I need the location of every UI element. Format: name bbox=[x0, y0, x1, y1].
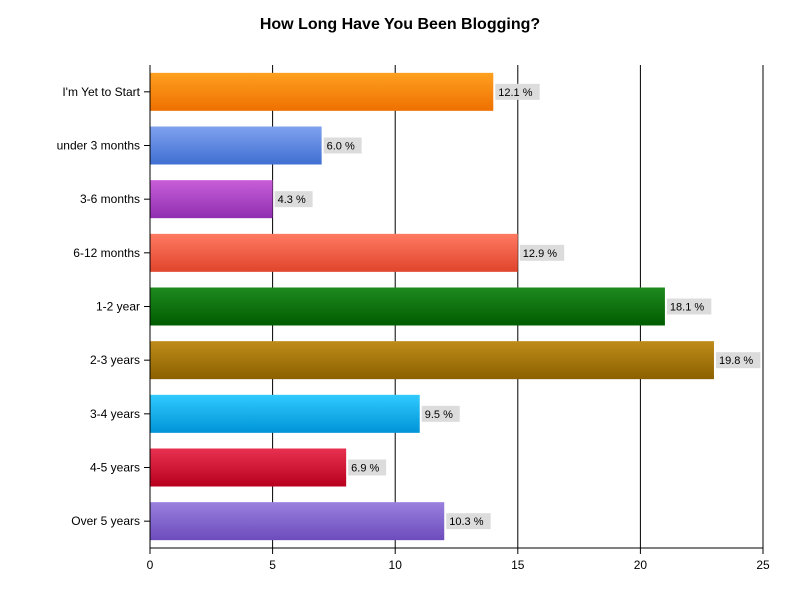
bar bbox=[150, 341, 714, 380]
data-label-bg bbox=[495, 83, 540, 100]
bar bbox=[150, 72, 494, 111]
category-label: 2-3 years bbox=[90, 353, 140, 367]
x-tick-label: 25 bbox=[756, 558, 770, 572]
data-label-bg bbox=[323, 137, 362, 154]
bar bbox=[150, 233, 518, 272]
data-label-bg bbox=[715, 352, 761, 369]
x-tick-label: 5 bbox=[269, 558, 276, 572]
data-label-bg bbox=[519, 244, 565, 261]
bar bbox=[150, 287, 665, 326]
category-label: under 3 months bbox=[57, 139, 140, 153]
bar bbox=[150, 394, 420, 433]
bar bbox=[150, 180, 273, 219]
data-label: 10.3 % bbox=[449, 516, 483, 528]
data-label: 18.1 % bbox=[670, 302, 704, 314]
x-tick-label: 0 bbox=[147, 558, 154, 572]
data-label-bg bbox=[274, 191, 313, 208]
data-label-bg bbox=[446, 513, 491, 530]
category-label: Over 5 years bbox=[71, 514, 140, 528]
category-label: I'm Yet to Start bbox=[62, 85, 140, 99]
x-tick-label: 10 bbox=[389, 558, 403, 572]
data-label-bg bbox=[421, 405, 460, 422]
data-label: 9.5 % bbox=[425, 409, 453, 421]
data-label-bg bbox=[348, 459, 387, 476]
bar bbox=[150, 448, 347, 487]
category-label: 3-4 years bbox=[90, 407, 140, 421]
data-label: 4.3 % bbox=[278, 194, 306, 206]
data-label: 12.9 % bbox=[523, 248, 557, 260]
data-label: 12.1 % bbox=[498, 87, 532, 99]
data-label: 6.9 % bbox=[351, 463, 379, 475]
category-label: 6-12 months bbox=[73, 246, 140, 260]
data-label: 6.0 % bbox=[327, 141, 355, 153]
x-tick-label: 15 bbox=[511, 558, 525, 572]
category-label: 3-6 months bbox=[80, 192, 140, 206]
bar bbox=[150, 502, 445, 541]
category-label: 1-2 year bbox=[96, 300, 140, 314]
data-label-bg bbox=[666, 298, 712, 315]
chart-title: How Long Have You Been Blogging? bbox=[259, 16, 541, 33]
x-tick-label: 20 bbox=[634, 558, 648, 572]
category-label: 4-5 years bbox=[90, 461, 140, 475]
data-label: 19.8 % bbox=[719, 355, 753, 367]
bar bbox=[150, 126, 322, 165]
